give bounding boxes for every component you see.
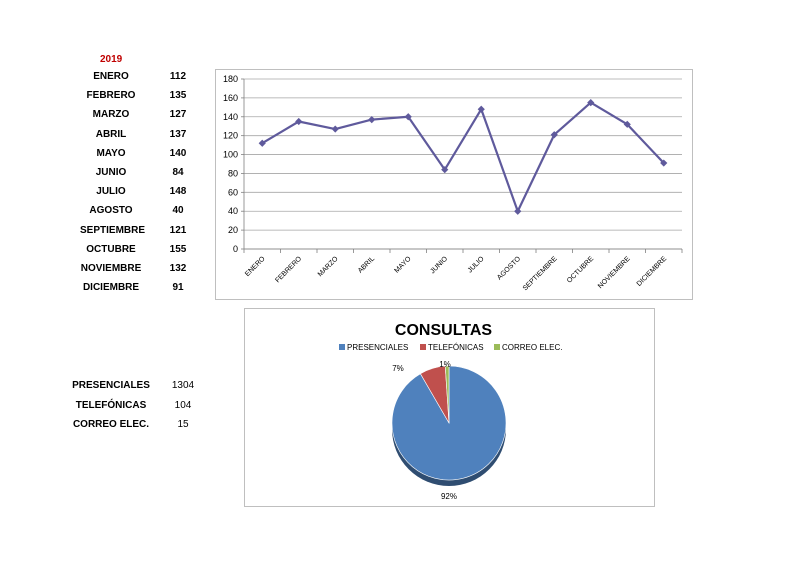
consulta-value: 104 <box>174 399 192 411</box>
month-value: 40 <box>172 205 184 217</box>
y-tick-label: 20 <box>228 225 238 235</box>
data-point <box>660 159 668 167</box>
consulta-value: 15 <box>177 419 189 430</box>
consultas-pie-chart: CONSULTAS PRESENCIALES TELEFÓNICAS CORREO E… <box>339 322 562 501</box>
pie-percent-label: 92% <box>441 492 457 501</box>
x-tick-label: ABRIL <box>357 255 376 274</box>
x-tick-label: MAYO <box>393 255 413 275</box>
data-point <box>623 120 631 128</box>
x-tick-label: ENERO <box>244 255 267 278</box>
month-value: 91 <box>172 282 184 294</box>
month-row: MAYO 140 <box>80 148 190 162</box>
month-value: 137 <box>169 128 187 140</box>
x-tick-label: SEPTIEMBRE <box>522 255 559 292</box>
y-tick-label: 120 <box>223 131 238 141</box>
y-tick-label: 80 <box>228 168 238 178</box>
month-row: FEBRERO 135 <box>80 90 190 104</box>
month-row: OCTUBRE 155 <box>80 244 190 258</box>
month-name: FEBRERO <box>86 90 136 102</box>
series-line <box>261 101 665 213</box>
consulta-name: PRESENCIALES <box>72 380 150 391</box>
month-value: 148 <box>169 186 187 198</box>
data-point <box>331 125 339 133</box>
y-tick-label: 160 <box>223 93 238 103</box>
month-name: ABRIL <box>95 128 127 140</box>
x-tick-label: AGOSTO <box>496 255 522 281</box>
consulta-row: CORREO ELEC. 15 <box>72 419 202 433</box>
data-point <box>258 139 266 147</box>
month-name: ENERO <box>93 71 129 82</box>
pie-chart-frame: CONSULTAS PRESENCIALES TELEFÓNICAS CORREO E… <box>244 308 655 507</box>
x-tick-label: OCTUBRE <box>566 255 595 284</box>
data-point <box>514 207 522 215</box>
month-value: 135 <box>169 90 187 102</box>
data-point <box>550 131 558 139</box>
x-tick-label: JULIO <box>467 255 486 274</box>
legend-swatch <box>339 344 345 350</box>
month-value: 121 <box>169 224 187 236</box>
month-row: JULIO 148 <box>80 186 190 200</box>
legend-label: CORREO ELEC. <box>502 343 562 352</box>
month-name: DICIEMBRE <box>82 282 140 294</box>
y-tick-label: 60 <box>228 187 238 197</box>
x-tick-label: JUNIO <box>429 255 449 275</box>
x-tick-label: FEBRERO <box>274 255 303 284</box>
legend-label: PRESENCIALES <box>347 343 408 352</box>
month-name: OCTUBRE <box>86 243 136 255</box>
month-name: JULIO <box>96 186 126 198</box>
month-row: ENERO 112 <box>80 71 190 85</box>
month-row: MARZO 127 <box>80 109 190 123</box>
y-tick-label: 0 <box>233 244 238 254</box>
legend-label: TELEFÓNICAS <box>428 343 484 352</box>
month-value: 127 <box>169 109 187 121</box>
month-row: SEPTIEMBRE 121 <box>80 225 190 239</box>
consulta-name: TELEFÓNICAS <box>75 399 147 411</box>
month-name: MAYO <box>96 147 126 159</box>
consulta-value: 1304 <box>171 380 195 391</box>
data-point <box>587 99 595 107</box>
legend-swatch <box>494 344 500 350</box>
data-point <box>295 117 303 126</box>
month-value: 84 <box>172 167 184 178</box>
month-name: JUNIO <box>95 167 127 178</box>
month-value: 132 <box>169 263 187 274</box>
data-point <box>368 116 376 124</box>
month-name: NOVIEMBRE <box>80 263 142 274</box>
pie-percent-label: 7% <box>392 364 404 373</box>
month-name: AGOSTO <box>89 205 133 217</box>
y-tick-label: 40 <box>228 206 238 216</box>
x-tick-label: MARZO <box>317 255 340 278</box>
year-label: 2019 <box>100 54 123 65</box>
pie-slice <box>444 365 450 424</box>
y-tick-label: 140 <box>223 112 238 122</box>
month-row: ABRIL 137 <box>80 129 190 143</box>
data-point <box>477 105 485 113</box>
pie-percent-label: 1% <box>439 360 451 369</box>
month-name: MARZO <box>92 109 130 121</box>
line-chart-frame: 0 20 40 60 80 100 120 140 160 180 ENERO FEBRERO MARZ… <box>215 69 693 300</box>
monthly-line-chart: 0 20 40 60 80 100 120 140 160 180 ENERO FEBRERO MARZ… <box>223 74 683 292</box>
y-tick-label: 180 <box>223 74 238 84</box>
consulta-row: TELEFÓNICAS 104 <box>72 400 202 414</box>
month-row: NOVIEMBRE 132 <box>80 263 190 277</box>
month-value: 112 <box>169 71 187 82</box>
month-row: JUNIO 84 <box>80 167 190 181</box>
month-value: 155 <box>169 243 187 255</box>
x-tick-label: DICIEMBRE <box>636 255 669 288</box>
legend-swatch <box>420 344 426 350</box>
y-tick-label: 100 <box>223 150 238 160</box>
month-row: DICIEMBRE 91 <box>80 282 190 296</box>
month-name: SEPTIEMBRE <box>80 224 146 236</box>
month-value: 140 <box>169 147 187 159</box>
chart-title: CONSULTAS <box>395 322 493 339</box>
consulta-name: CORREO ELEC. <box>72 419 150 430</box>
data-point <box>404 113 412 121</box>
month-row: AGOSTO 40 <box>80 205 190 219</box>
consulta-row: PRESENCIALES 1304 <box>72 380 202 394</box>
data-point <box>441 166 449 174</box>
x-tick-label: NOVIEMBRE <box>597 255 632 290</box>
